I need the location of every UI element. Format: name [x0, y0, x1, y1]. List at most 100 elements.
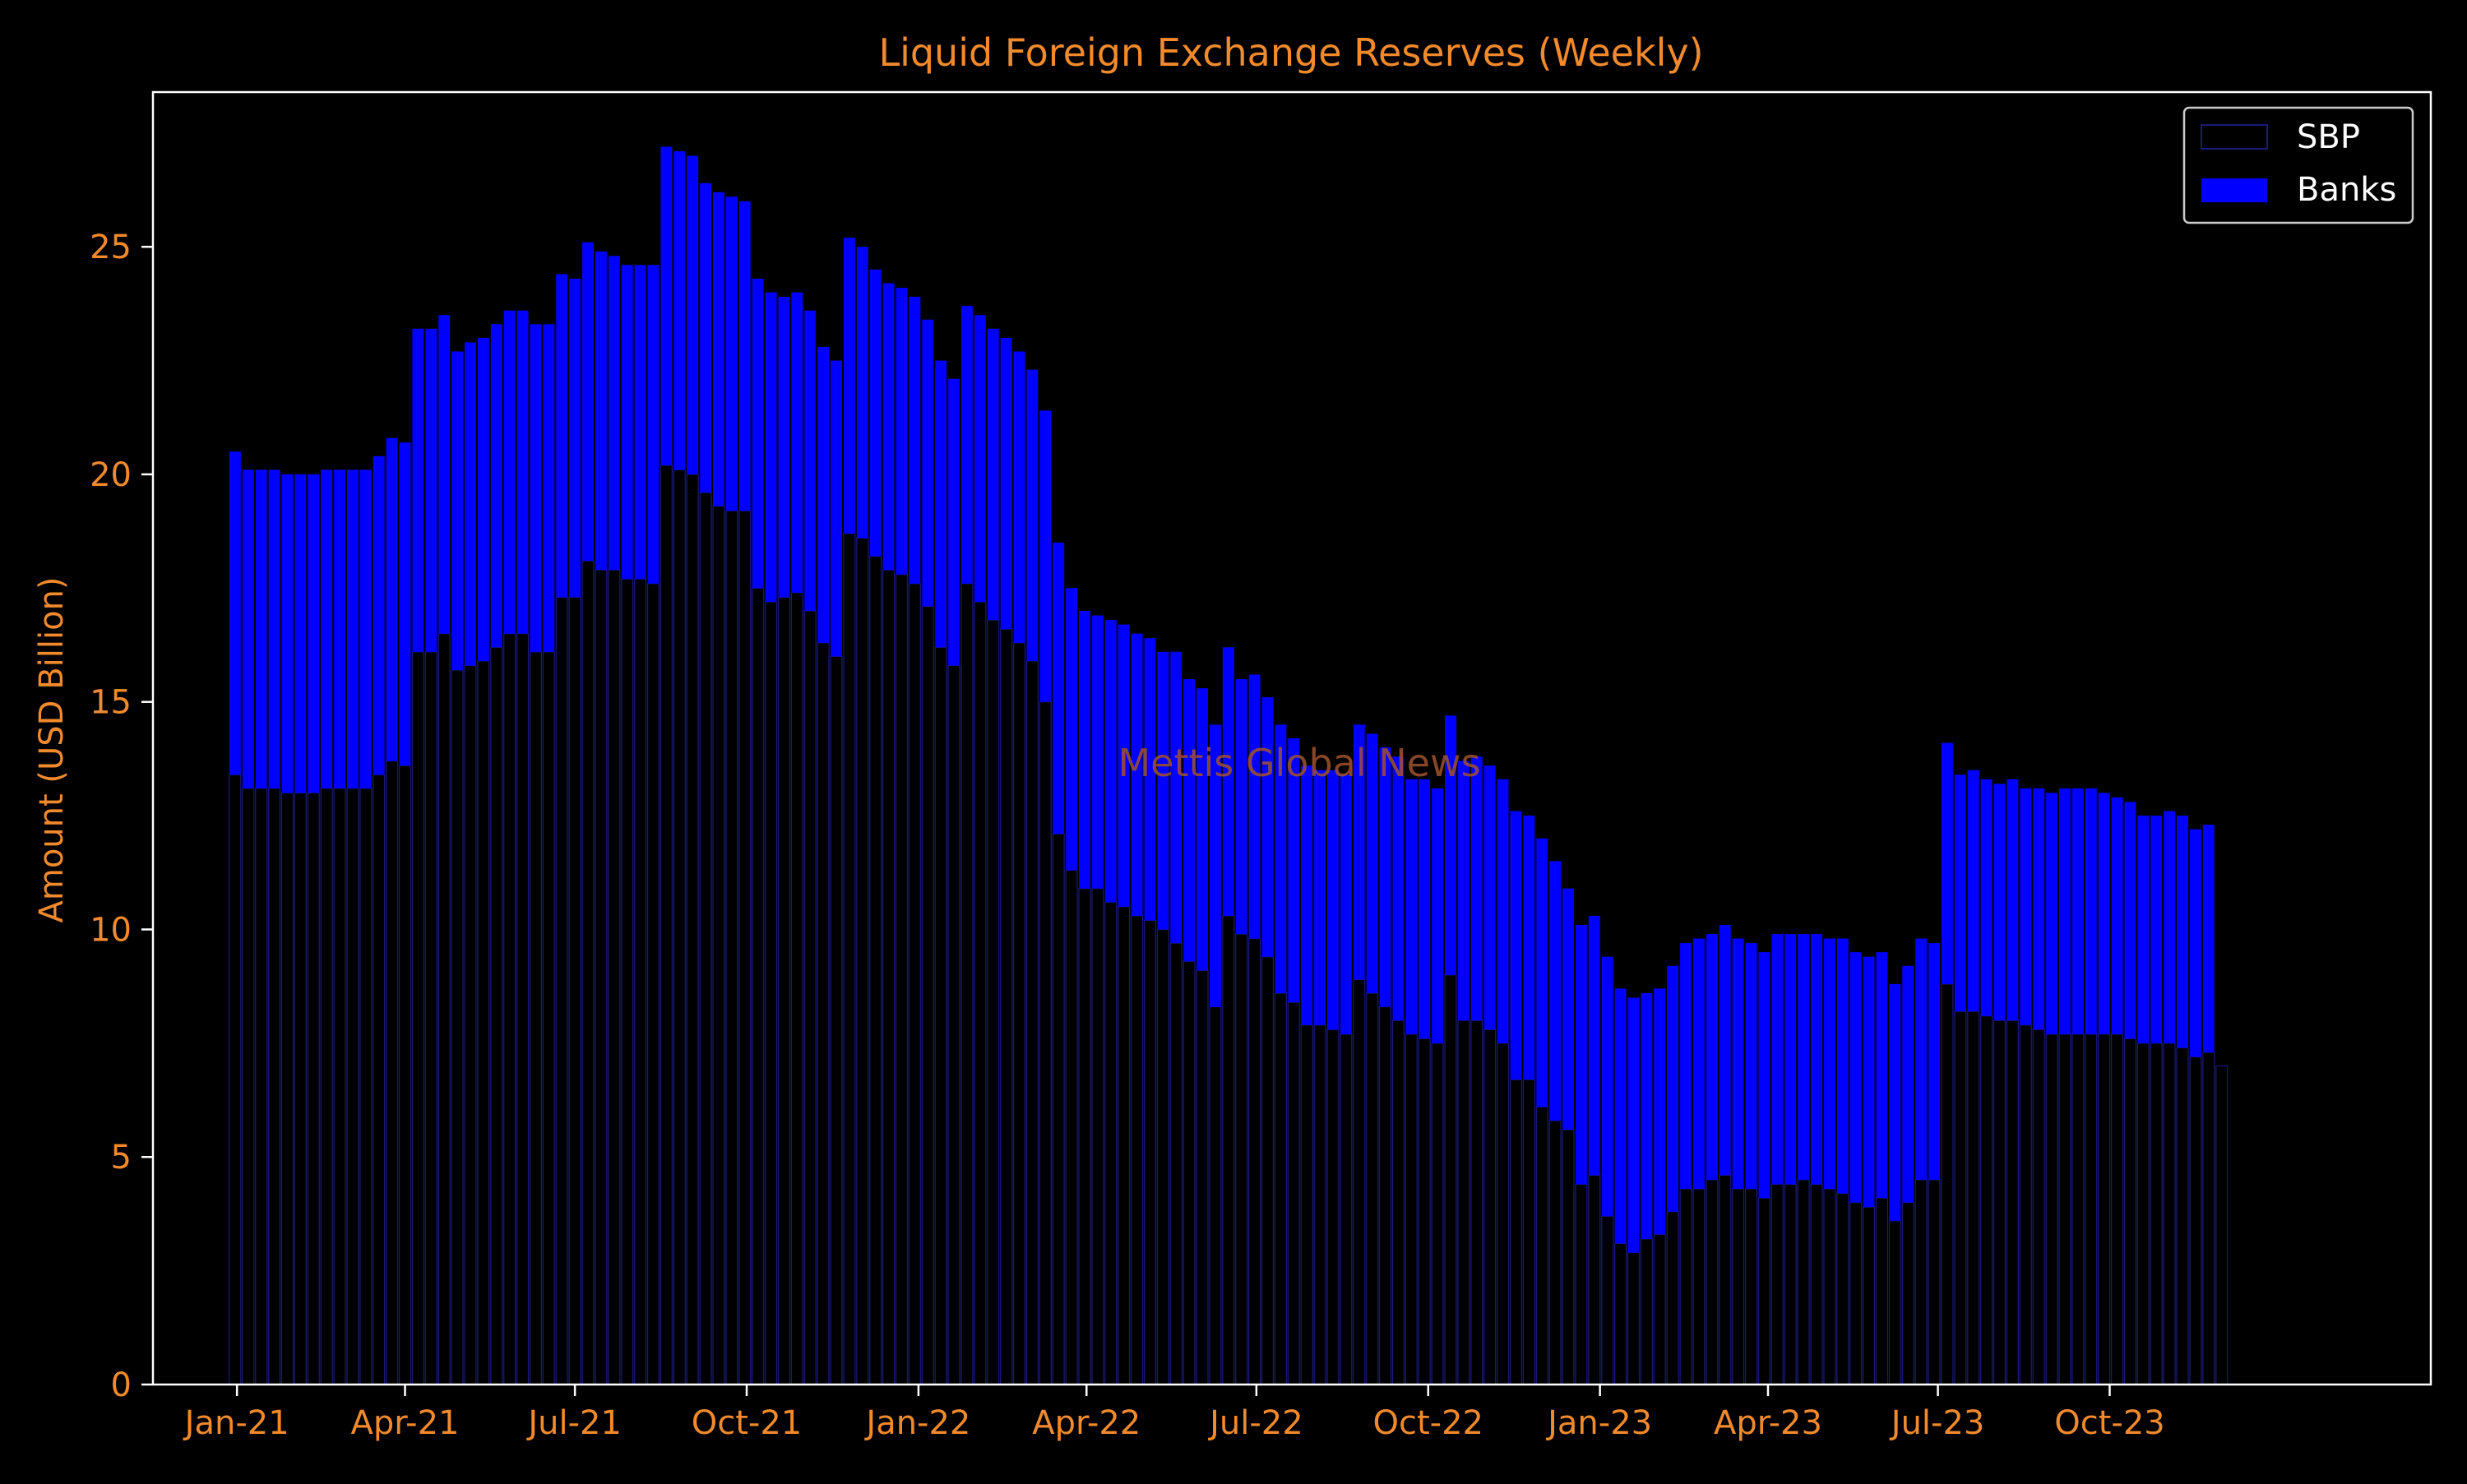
- bar-banks: [1039, 410, 1052, 702]
- bar-sbp: [1863, 1206, 1876, 1385]
- bar-sbp: [320, 788, 333, 1385]
- x-tick-label: Oct-21: [692, 1404, 803, 1442]
- bar-sbp: [1353, 978, 1366, 1385]
- bar-sbp: [477, 660, 490, 1385]
- bar-sbp: [294, 792, 307, 1385]
- bar-banks: [1654, 988, 1666, 1235]
- bar-banks: [229, 451, 241, 775]
- bar-banks: [242, 469, 254, 788]
- y-tick-label: 20: [90, 456, 132, 494]
- bar-banks: [1706, 934, 1718, 1180]
- bar-banks: [1066, 588, 1078, 871]
- bar-sbp: [1810, 1183, 1823, 1385]
- bar-banks: [738, 201, 751, 511]
- bar-banks: [543, 324, 555, 652]
- bar-sbp: [974, 601, 987, 1385]
- bar-sbp: [1941, 983, 1954, 1385]
- bar-banks: [960, 306, 973, 584]
- bar-banks: [843, 238, 855, 534]
- bar-sbp: [359, 788, 373, 1385]
- bar-sbp: [738, 510, 752, 1385]
- bar-banks: [2046, 793, 2058, 1034]
- bar-banks: [2033, 788, 2045, 1030]
- bar-sbp: [1562, 1129, 1575, 1385]
- bar-banks: [1641, 992, 1653, 1239]
- bar-banks: [516, 310, 529, 634]
- bar-sbp: [2111, 1033, 2124, 1385]
- bar-sbp: [1706, 1179, 1719, 1385]
- bar-banks: [281, 474, 294, 793]
- bar-banks: [1732, 938, 1744, 1189]
- x-tick-label: Jul-22: [1207, 1404, 1303, 1442]
- bar-sbp: [1391, 1019, 1405, 1385]
- bar-banks: [882, 283, 895, 571]
- bar-sbp: [1679, 1188, 1692, 1385]
- bar-sbp: [2215, 1065, 2229, 1385]
- bars-layer: [229, 146, 2229, 1385]
- bar-banks: [909, 297, 921, 584]
- bar-banks: [713, 192, 724, 506]
- bar-banks: [1915, 938, 1928, 1180]
- bar-banks: [974, 315, 986, 602]
- bar-sbp: [1901, 1201, 1914, 1385]
- bar-sbp: [1967, 1010, 1980, 1385]
- bar-sbp: [568, 596, 581, 1385]
- bar-banks: [255, 469, 267, 788]
- bar-banks: [2164, 811, 2176, 1043]
- bar-banks: [569, 278, 581, 598]
- bar-banks: [987, 328, 999, 621]
- bar-sbp: [2163, 1042, 2176, 1385]
- bar-banks: [1510, 811, 1522, 1080]
- bar-banks: [621, 265, 633, 580]
- bar-sbp: [803, 610, 817, 1385]
- bar-banks: [1196, 688, 1208, 971]
- bar-sbp: [1849, 1201, 1863, 1385]
- x-tick-label: Apr-21: [351, 1404, 460, 1442]
- bar-sbp: [608, 569, 621, 1385]
- bar-banks: [1549, 861, 1562, 1121]
- bar-sbp: [2032, 1029, 2045, 1385]
- x-tick-label: Jan-23: [1545, 1404, 1652, 1442]
- bar-sbp: [1457, 1019, 1470, 1385]
- bar-banks: [1942, 742, 1953, 984]
- bar-banks: [1445, 715, 1456, 975]
- bar-sbp: [411, 651, 424, 1385]
- bar-sbp: [1535, 1106, 1548, 1385]
- bar-banks: [1327, 770, 1339, 1030]
- bar-banks: [1680, 943, 1692, 1189]
- bar-sbp: [1666, 1211, 1679, 1385]
- bar-banks: [1889, 983, 1901, 1221]
- bar-banks: [2202, 825, 2215, 1052]
- bar-banks: [2059, 788, 2071, 1034]
- bar-sbp: [1012, 642, 1026, 1385]
- bar-banks: [1353, 724, 1365, 980]
- bar-sbp: [921, 605, 934, 1385]
- bar-sbp: [1797, 1179, 1810, 1385]
- bar-sbp: [1614, 1242, 1627, 1385]
- y-tick-label: 0: [111, 1366, 132, 1404]
- bar-sbp: [856, 537, 869, 1385]
- bar-sbp: [1431, 1042, 1444, 1385]
- plot-frame: [151, 90, 2432, 1386]
- bar-banks: [804, 310, 817, 612]
- bar-banks: [2071, 788, 2084, 1034]
- bar-sbp: [725, 510, 738, 1385]
- bar-sbp: [673, 469, 686, 1385]
- bar-sbp: [1483, 1029, 1497, 1385]
- bar-sbp: [1169, 942, 1183, 1385]
- bar-sbp: [386, 760, 399, 1385]
- bar-sbp: [490, 646, 503, 1385]
- bar-banks: [1719, 924, 1731, 1176]
- bar-sbp: [1914, 1179, 1928, 1385]
- bar-sbp: [1823, 1188, 1836, 1385]
- bar-banks: [1745, 943, 1757, 1189]
- bar-sbp: [1052, 833, 1065, 1385]
- bar-banks: [673, 150, 686, 470]
- bar-banks: [359, 469, 372, 788]
- bar-banks: [1902, 965, 1914, 1203]
- bar-banks: [412, 328, 424, 652]
- bar-sbp: [595, 569, 608, 1385]
- y-tick-label: 15: [90, 684, 132, 722]
